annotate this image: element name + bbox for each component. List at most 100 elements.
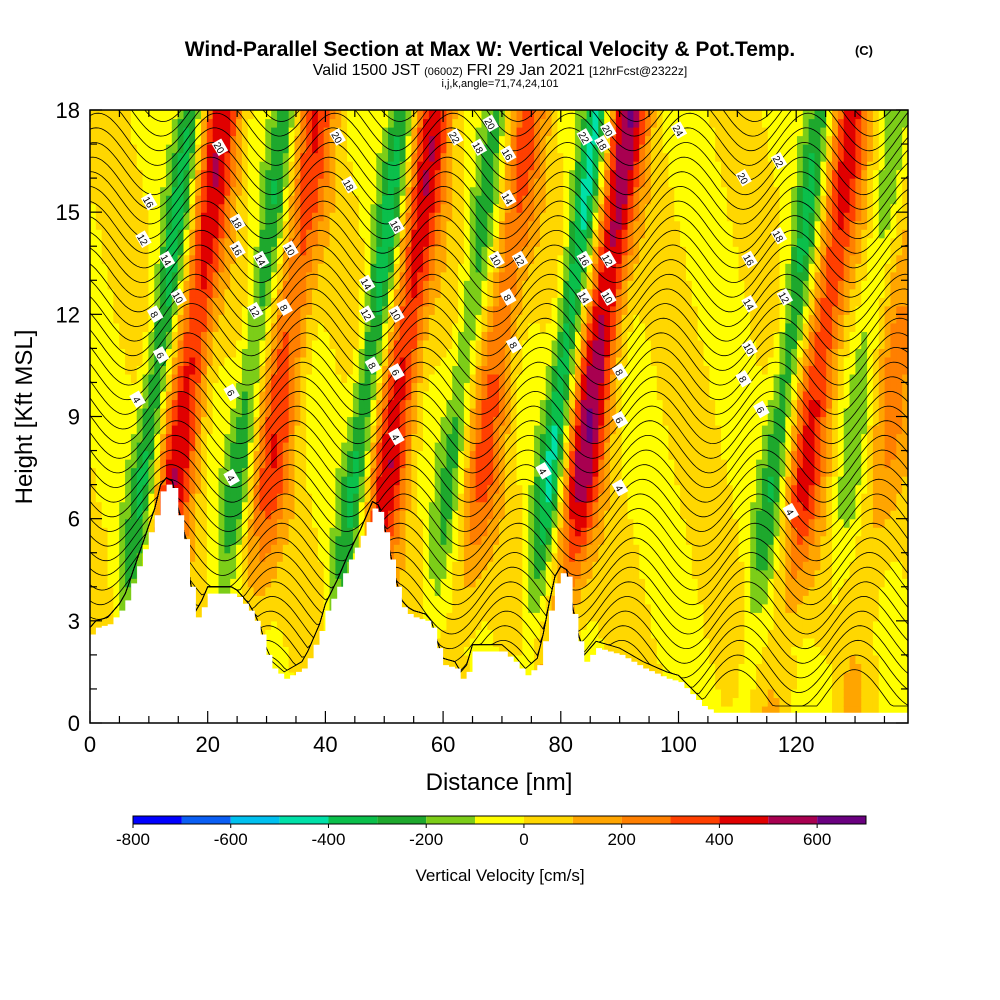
velocity-cell xyxy=(323,186,331,196)
velocity-cell xyxy=(183,271,190,281)
velocity-cell xyxy=(399,484,407,494)
velocity-cell xyxy=(312,578,319,588)
velocity-cell xyxy=(423,416,430,426)
velocity-cell xyxy=(113,229,120,239)
velocity-cell xyxy=(370,493,377,503)
velocity-cell xyxy=(271,552,278,562)
velocity-cell xyxy=(463,518,471,528)
velocity-cell xyxy=(177,237,185,247)
velocity-cell xyxy=(347,203,354,213)
velocity-cell xyxy=(440,263,448,273)
velocity-cell xyxy=(130,501,138,511)
velocity-cell xyxy=(253,442,261,452)
velocity-cell xyxy=(259,501,266,511)
velocity-cell xyxy=(148,407,155,418)
velocity-cell xyxy=(265,161,272,171)
velocity-cell xyxy=(323,322,331,332)
velocity-cell xyxy=(428,425,436,435)
velocity-cell xyxy=(107,356,114,367)
velocity-cell xyxy=(434,501,442,511)
velocity-cell xyxy=(101,118,109,128)
velocity-cell xyxy=(136,416,144,426)
velocity-cell xyxy=(113,195,120,205)
velocity-cell xyxy=(154,484,161,494)
velocity-cell xyxy=(107,459,114,469)
velocity-cell xyxy=(253,144,261,154)
velocity-cell xyxy=(183,118,190,128)
velocity-cell xyxy=(282,578,290,588)
velocity-cell xyxy=(312,552,319,562)
velocity-cell xyxy=(206,510,214,520)
velocity-cell xyxy=(230,535,237,545)
velocity-cell xyxy=(347,229,354,239)
velocity-cell xyxy=(300,561,307,571)
velocity-cell xyxy=(475,433,483,443)
velocity-cell xyxy=(341,518,348,528)
velocity-cell xyxy=(265,382,272,392)
velocity-cell xyxy=(282,237,290,247)
velocity-cell xyxy=(294,254,301,264)
velocity-cell xyxy=(469,646,477,656)
velocity-cell xyxy=(101,237,109,247)
velocity-cell xyxy=(241,450,249,460)
velocity-cell xyxy=(370,407,377,418)
velocity-cell xyxy=(312,382,319,392)
velocity-cell xyxy=(487,416,494,426)
velocity-cell xyxy=(142,535,150,545)
velocity-cell xyxy=(101,561,109,571)
velocity-cell xyxy=(165,382,173,392)
velocity-cell xyxy=(352,246,360,256)
velocity-cell xyxy=(382,135,389,145)
velocity-cell xyxy=(312,246,319,256)
velocity-cell xyxy=(440,373,448,384)
velocity-cell xyxy=(352,484,360,494)
velocity-cell xyxy=(265,425,272,435)
velocity-cell xyxy=(101,510,109,520)
velocity-cell xyxy=(411,127,418,137)
velocity-cell xyxy=(247,110,255,120)
velocity-cell xyxy=(183,254,190,264)
velocity-cell xyxy=(358,382,366,392)
velocity-cell xyxy=(475,254,483,264)
velocity-cell xyxy=(218,305,225,315)
velocity-cell xyxy=(493,569,500,579)
velocity-cell xyxy=(241,195,249,205)
velocity-cell xyxy=(364,322,372,332)
velocity-cell xyxy=(434,476,442,486)
velocity-cell xyxy=(230,450,237,460)
velocity-cell xyxy=(171,382,179,392)
velocity-cell xyxy=(247,518,255,528)
velocity-cell xyxy=(452,305,459,315)
velocity-cell xyxy=(183,356,190,367)
velocity-cell xyxy=(212,484,220,494)
velocity-cell xyxy=(177,365,185,375)
velocity-cell xyxy=(119,518,126,528)
velocity-cell xyxy=(312,263,319,273)
velocity-cell xyxy=(475,527,483,537)
velocity-cell xyxy=(294,493,301,503)
velocity-cell xyxy=(95,339,103,349)
velocity-cell xyxy=(306,195,313,205)
velocity-cell xyxy=(212,220,220,230)
velocity-cell xyxy=(300,646,307,656)
velocity-cell xyxy=(212,152,220,162)
velocity-cell xyxy=(288,459,296,469)
velocity-cell xyxy=(294,288,301,298)
velocity-cell xyxy=(306,237,313,247)
velocity-cell xyxy=(493,578,500,588)
velocity-cell xyxy=(434,433,442,443)
velocity-cell xyxy=(206,135,214,145)
velocity-cell xyxy=(382,254,389,264)
velocity-cell xyxy=(306,552,313,562)
velocity-cell xyxy=(469,544,477,554)
velocity-cell xyxy=(387,110,395,120)
velocity-cell xyxy=(271,390,278,401)
velocity-cell xyxy=(417,569,424,579)
velocity-cell xyxy=(312,152,319,162)
velocity-cell xyxy=(224,561,231,571)
velocity-cell xyxy=(160,433,167,443)
velocity-cell xyxy=(440,544,448,554)
velocity-cell xyxy=(411,186,418,196)
velocity-cell xyxy=(154,152,161,162)
velocity-cell xyxy=(136,561,144,571)
